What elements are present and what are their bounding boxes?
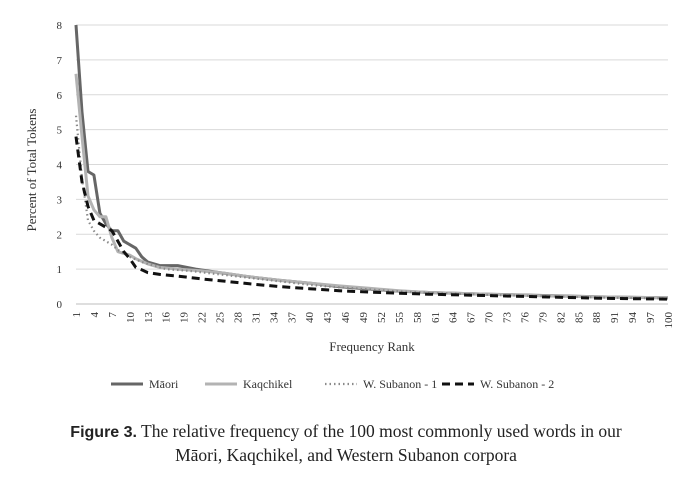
y-tick-label: 8	[57, 20, 63, 32]
x-tick-label: 1	[71, 312, 83, 318]
x-tick-label: 91	[609, 312, 621, 323]
x-tick-label: 13	[143, 312, 155, 324]
series-line-3	[74, 136, 669, 301]
x-tick-label: 70	[484, 312, 496, 324]
y-tick-label: 0	[57, 299, 63, 311]
x-tick-label: 100	[663, 312, 675, 329]
x-tick-label: 43	[322, 312, 334, 324]
y-tick-label: 5	[57, 125, 63, 137]
x-tick-label: 40	[304, 312, 316, 324]
x-tick-label: 58	[412, 312, 424, 324]
x-tick-label: 85	[573, 312, 585, 324]
y-axis-label: Percent of Total Tokens	[24, 109, 39, 232]
x-tick-label: 19	[179, 312, 191, 324]
figure-caption: Figure 3. The relative frequency of the …	[0, 420, 692, 467]
x-tick-label: 22	[197, 312, 209, 323]
x-tick-label: 55	[394, 312, 406, 324]
caption-text-1: The relative frequency of the 100 most c…	[136, 421, 622, 441]
x-tick-label: 46	[340, 312, 352, 324]
series-lines	[74, 24, 669, 301]
x-tick-label: 61	[430, 312, 442, 323]
x-tick-label: 34	[268, 312, 280, 324]
y-tick-label: 3	[57, 194, 63, 206]
x-tick-label: 76	[519, 312, 531, 324]
x-tick-labels: 1 4 7 10 13 16 19 22 25 28 31 34 37 40 43 46 49 52 55 58 61 6…	[71, 312, 675, 329]
x-tick-label: 52	[376, 312, 388, 323]
x-tick-label: 37	[286, 312, 298, 324]
x-tick-label: 25	[215, 312, 227, 324]
legend-label: Māori	[149, 377, 179, 391]
x-tick-label: 16	[161, 312, 173, 324]
series-line-2	[74, 115, 669, 300]
series-line-0	[74, 24, 669, 300]
y-tick-label: 7	[57, 55, 63, 67]
x-tick-label: 88	[591, 312, 603, 324]
gridlines	[76, 24, 668, 270]
x-tick-label: 4	[89, 312, 101, 318]
x-tick-label: 82	[555, 312, 567, 323]
legend-label: Kaqchikel	[243, 377, 293, 391]
y-tick-label: 2	[57, 229, 63, 241]
y-tick-label: 1	[57, 264, 63, 276]
y-tick-label: 4	[57, 160, 63, 172]
x-tick-label: 10	[125, 312, 137, 324]
x-tick-label: 67	[466, 312, 478, 324]
legend-label: W. Subanon - 2	[480, 377, 554, 391]
x-tick-label: 79	[537, 312, 549, 324]
caption-lead: Figure 3.	[70, 424, 137, 441]
y-tick-labels: 0 1 2 3 4 5 6 7 8	[57, 20, 63, 311]
x-tick-label: 73	[502, 312, 514, 324]
x-axis-label: Frequency Rank	[329, 339, 415, 354]
caption-line-1: Figure 3. The relative frequency of the …	[0, 420, 692, 444]
x-tick-label: 31	[250, 312, 262, 323]
x-tick-label: 94	[627, 312, 639, 324]
x-tick-label: 28	[232, 312, 244, 324]
caption-line-2: Māori, Kaqchikel, and Western Subanon co…	[175, 445, 517, 465]
x-tick-label: 97	[645, 312, 657, 324]
legend-label: W. Subanon - 1	[363, 377, 437, 391]
x-tick-label: 49	[358, 312, 370, 324]
legend: Māori Kaqchikel W. Subanon - 1 W. Subanon -…	[111, 377, 554, 391]
y-tick-label: 6	[57, 90, 63, 102]
x-tick-label: 64	[448, 312, 460, 324]
x-tick-label: 7	[107, 312, 119, 318]
